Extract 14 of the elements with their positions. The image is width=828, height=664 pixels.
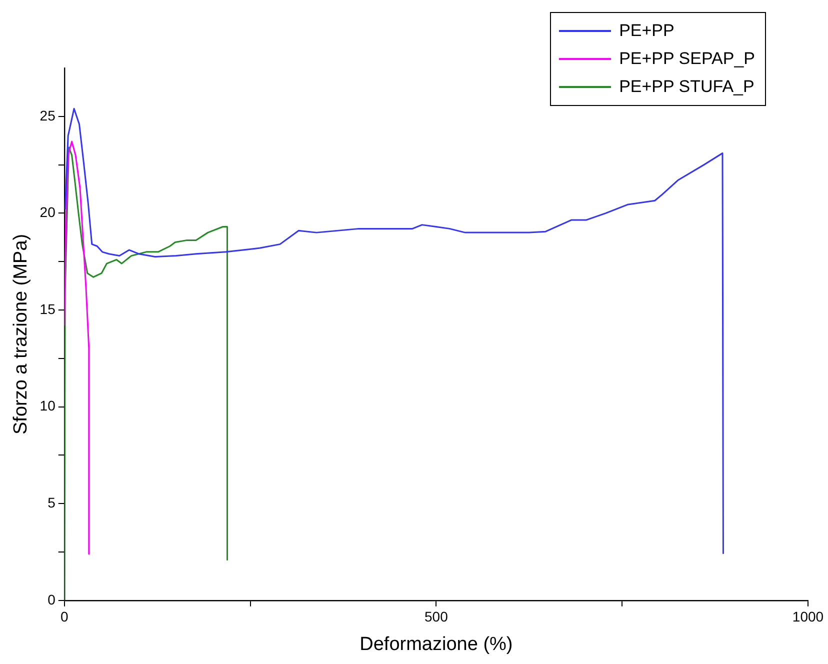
x-tick-label: 1000 (792, 608, 824, 625)
y-tick-label: 25 (40, 107, 56, 124)
legend-label: PE+PP STUFA_P (619, 77, 754, 97)
y-tick-label: 5 (48, 494, 56, 510)
x-tick-label: 500 (424, 608, 448, 625)
y-axis-title: Sforzo a trazione (MPa) (10, 234, 32, 435)
y-tick-label: 10 (40, 398, 56, 414)
y-tick-label: 0 (48, 591, 56, 608)
legend-label: PE+PP (619, 21, 674, 41)
legend-label: PE+PP SEPAP_P (619, 49, 755, 69)
x-tick-label: 0 (60, 608, 68, 625)
y-tick-label: 15 (40, 300, 56, 317)
x-axis-title: Deformazione (%) (360, 634, 513, 655)
y-tick-label: 20 (40, 204, 56, 220)
